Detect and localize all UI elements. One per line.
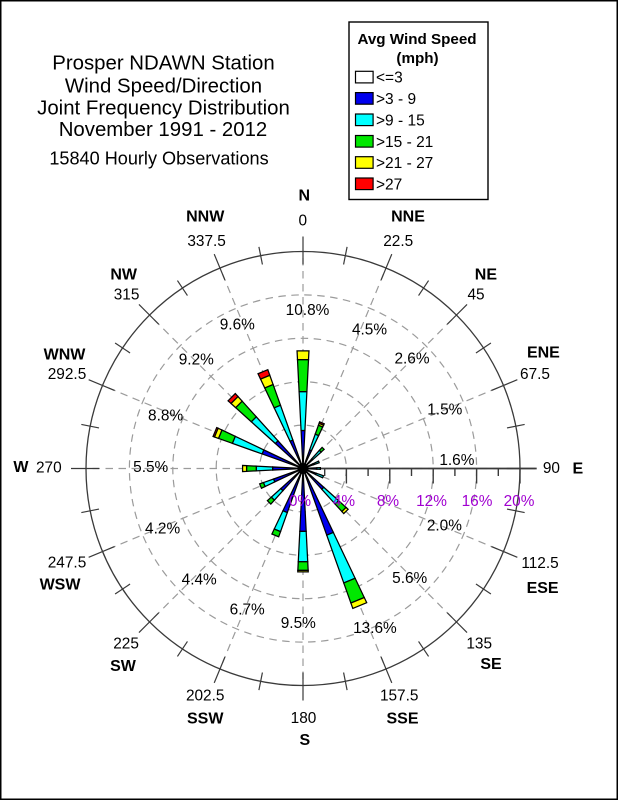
svg-text:4.2%: 4.2% [145,520,180,537]
svg-text:8.8%: 8.8% [148,408,183,425]
svg-text:E: E [572,461,583,478]
svg-text:4.5%: 4.5% [352,322,387,339]
svg-text:315: 315 [114,287,140,304]
svg-text:157.5: 157.5 [380,688,419,705]
svg-text:Wind Speed/Direction: Wind Speed/Direction [65,75,262,97]
svg-text:135: 135 [466,636,492,653]
svg-text:NNE: NNE [391,208,425,225]
svg-text:2.6%: 2.6% [394,351,429,368]
svg-text:W: W [13,459,29,476]
svg-text:NW: NW [110,267,138,284]
svg-text:NE: NE [475,266,498,283]
svg-text:N: N [299,188,311,205]
svg-text:Prosper NDAWN Station: Prosper NDAWN Station [52,53,274,75]
svg-text:45: 45 [467,286,484,303]
svg-text:1.6%: 1.6% [439,452,474,469]
svg-text:WNW: WNW [44,346,87,363]
svg-text:292.5: 292.5 [48,366,87,383]
svg-text:15840 Hourly Observations: 15840 Hourly Observations [49,148,268,168]
svg-text:0%: 0% [289,493,312,510]
svg-text:10.8%: 10.8% [286,302,330,319]
svg-text:8%: 8% [377,493,400,510]
svg-text:90: 90 [543,460,560,477]
svg-text:180: 180 [291,710,317,727]
svg-text:0: 0 [299,213,308,230]
svg-text:20%: 20% [504,493,535,510]
svg-text:9.5%: 9.5% [281,615,316,632]
svg-text:9.6%: 9.6% [220,316,255,333]
svg-text:2.0%: 2.0% [427,518,462,535]
svg-text:247.5: 247.5 [48,555,87,572]
svg-text:SW: SW [110,658,137,675]
svg-text:16%: 16% [462,493,493,510]
svg-text:S: S [299,732,310,749]
svg-text:ENE: ENE [527,345,560,362]
svg-text:1.5%: 1.5% [427,402,462,419]
svg-text:>27: >27 [376,176,402,193]
svg-text:Joint Frequency Distribution: Joint Frequency Distribution [37,97,290,119]
svg-text:202.5: 202.5 [186,688,225,705]
svg-text:ESE: ESE [527,580,559,597]
svg-text:5.6%: 5.6% [392,570,427,587]
svg-text:225: 225 [113,636,139,653]
svg-text:<=3: <=3 [376,70,403,87]
svg-text:November 1991 - 2012: November 1991 - 2012 [59,119,268,141]
svg-text:>3 - 9: >3 - 9 [376,91,416,108]
svg-text:4.4%: 4.4% [182,572,217,589]
svg-text:67.5: 67.5 [520,366,550,383]
svg-text:13.6%: 13.6% [353,620,397,637]
svg-text:5.5%: 5.5% [133,459,168,476]
svg-text:SSE: SSE [386,710,418,727]
svg-text:270: 270 [36,459,62,476]
svg-text:(mph): (mph) [396,50,438,67]
svg-text:Avg Wind Speed: Avg Wind Speed [357,31,476,48]
svg-text:12%: 12% [416,493,447,510]
svg-text:SSW: SSW [187,710,224,727]
svg-text:>15 - 21: >15 - 21 [376,134,433,151]
svg-text:112.5: 112.5 [521,555,558,572]
svg-text:9.2%: 9.2% [179,352,214,369]
svg-text:WSW: WSW [40,576,82,593]
svg-text:4%: 4% [333,493,356,510]
svg-text:>9 - 15: >9 - 15 [376,112,425,129]
svg-text:22.5: 22.5 [383,233,413,250]
svg-text:SE: SE [480,656,502,673]
svg-text:337.5: 337.5 [187,233,226,250]
svg-text:6.7%: 6.7% [230,601,265,618]
svg-text:NNW: NNW [186,208,225,225]
svg-text:>21 - 27: >21 - 27 [376,155,433,172]
